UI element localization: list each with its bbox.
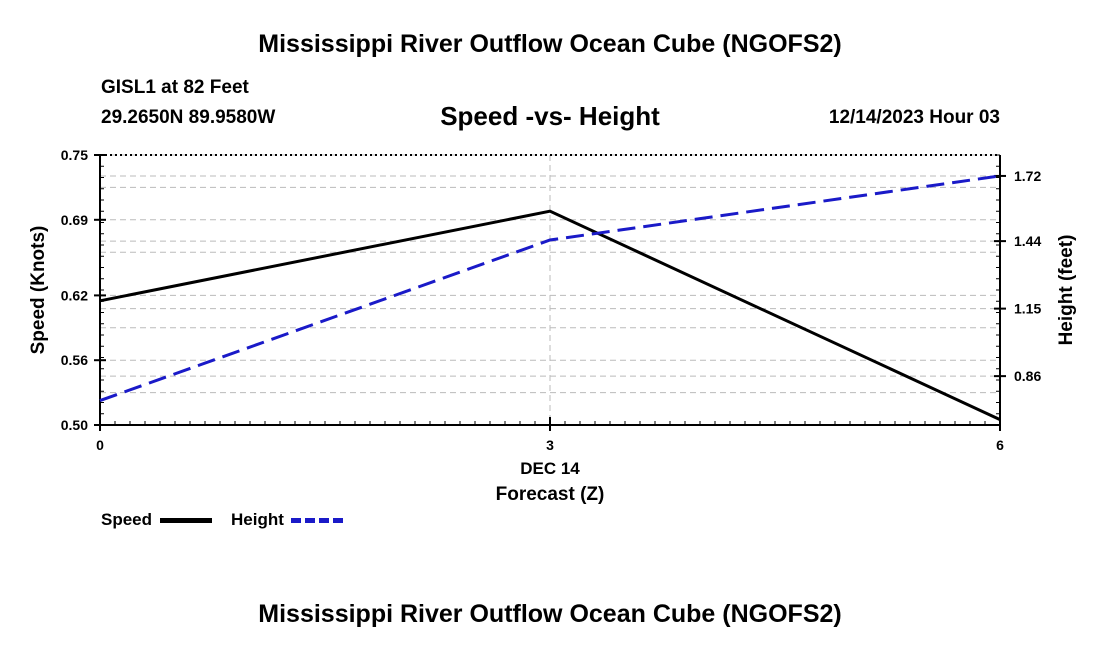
legend-speed-line bbox=[160, 518, 212, 523]
x-tick-label: 0 bbox=[96, 437, 104, 453]
y-left-tick-label: 0.56 bbox=[61, 352, 88, 368]
station-label: GISL1 at 82 Feet bbox=[101, 77, 249, 98]
y-right-tick-label: 1.15 bbox=[1014, 301, 1041, 317]
x-axis-label: Forecast (Z) bbox=[496, 484, 605, 505]
series-line-speed bbox=[99, 209, 1001, 421]
y-left-tick-label: 0.50 bbox=[61, 417, 88, 433]
y-right-tick-label: 0.86 bbox=[1014, 368, 1041, 384]
y-left-tick-label: 0.69 bbox=[61, 212, 88, 228]
x-tick-label: 3 bbox=[546, 437, 554, 453]
x-date-label: DEC 14 bbox=[520, 459, 580, 478]
legend-speed-label: Speed bbox=[101, 510, 153, 529]
datetime-label: 12/14/2023 Hour 03 bbox=[828, 107, 1000, 128]
y-axis-left-label: Speed (Knots) bbox=[28, 226, 49, 355]
y-left-tick-label: 0.75 bbox=[61, 147, 88, 163]
coordinates-label: 29.2650N 89.9580W bbox=[101, 107, 276, 128]
y-right-tick-label: 1.44 bbox=[1014, 233, 1041, 249]
chart-title: Mississippi River Outflow Ocean Cube (NG… bbox=[258, 30, 842, 58]
y-axis-right-label: Height (feet) bbox=[1056, 235, 1077, 346]
legend-height-label: Height bbox=[231, 510, 284, 529]
y-right-tick-label: 1.72 bbox=[1014, 168, 1041, 184]
chart-subtitle: Speed -vs- Height bbox=[440, 101, 660, 131]
series-line-height bbox=[99, 174, 1001, 403]
x-tick-label: 6 bbox=[996, 437, 1004, 453]
footer-title: Mississippi River Outflow Ocean Cube (NG… bbox=[258, 600, 842, 628]
legend-height-line bbox=[291, 518, 343, 523]
y-left-tick-label: 0.62 bbox=[61, 287, 88, 303]
